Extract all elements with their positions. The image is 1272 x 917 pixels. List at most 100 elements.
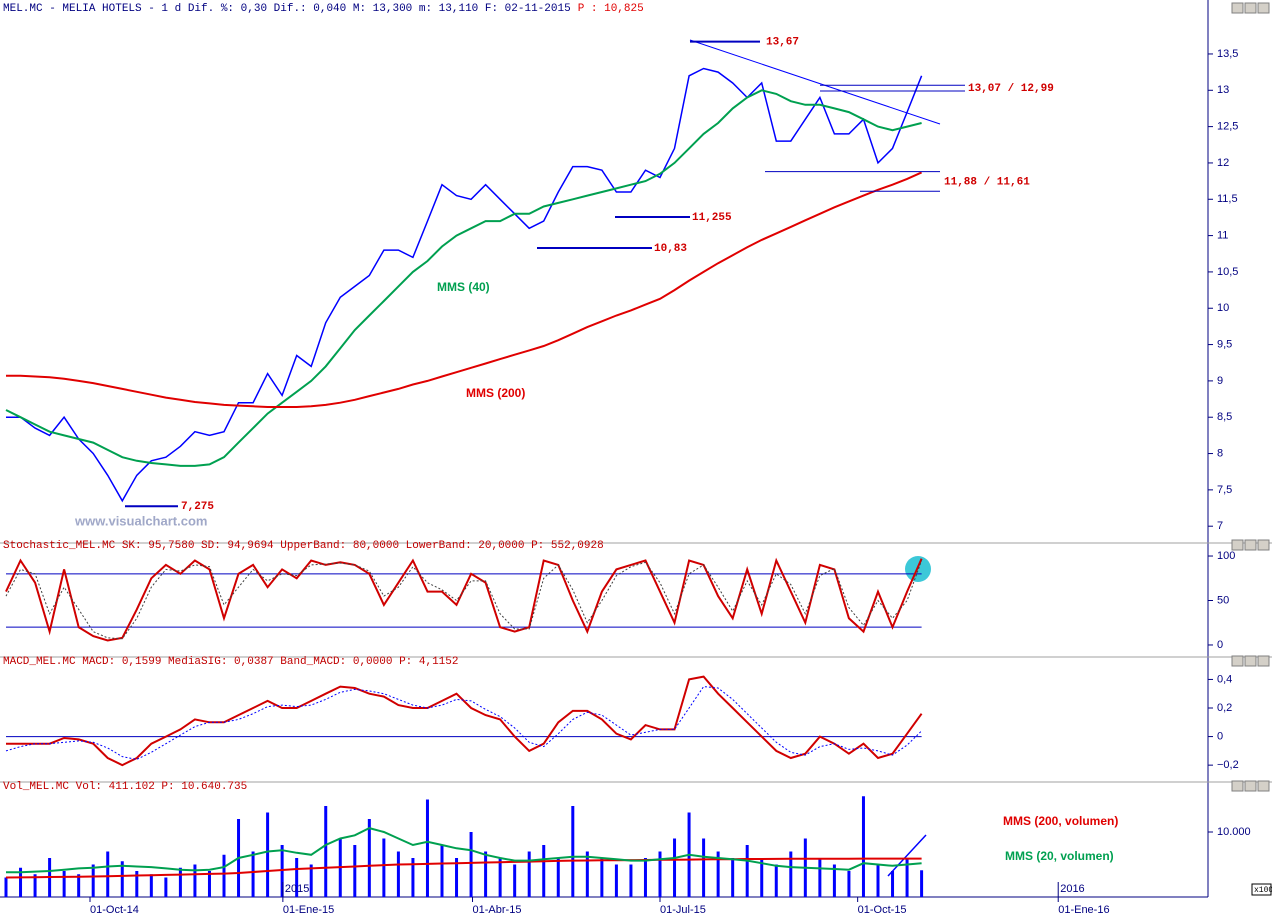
- volume-bar: [789, 851, 793, 897]
- volume-bar: [731, 858, 735, 897]
- volume-bar: [716, 851, 720, 897]
- y-tick-label: 11: [1217, 229, 1228, 241]
- volume-bar: [861, 796, 865, 897]
- volume-bar: [164, 877, 168, 897]
- y-tick-label: 10,5: [1217, 266, 1238, 278]
- volume-bar: [193, 864, 197, 897]
- volume-bar: [19, 867, 23, 897]
- y-tick-label: 0,4: [1217, 673, 1232, 685]
- window-button[interactable]: [1231, 2, 1244, 14]
- volume-bar: [324, 806, 328, 897]
- x-tick-label: 01-Ene-16: [1058, 904, 1109, 916]
- volume-bar: [629, 864, 633, 897]
- price-line: [6, 67, 923, 503]
- y-tick-label: 13,5: [1217, 48, 1238, 60]
- series-label: MMS (200): [466, 386, 525, 400]
- window-button[interactable]: [1231, 539, 1244, 551]
- volume-bar: [643, 858, 647, 897]
- volume-bar: [600, 858, 604, 897]
- y-tick-label: 10.000: [1217, 826, 1251, 838]
- volume-bar: [658, 851, 662, 897]
- window-button[interactable]: [1244, 539, 1257, 551]
- volume-bar: [469, 832, 473, 897]
- volume-bar: [891, 871, 895, 897]
- volume-bar: [920, 870, 924, 897]
- volume-bar: [4, 877, 8, 897]
- x-tick-label: 01-Oct-15: [858, 904, 907, 916]
- volume-bar: [222, 854, 226, 897]
- y-tick-label: 0: [1217, 639, 1223, 651]
- panel-header: MACD_MEL.MC MACD: 0,1599 MediaSIG: 0,038…: [3, 656, 458, 668]
- volume-bar: [455, 858, 459, 897]
- volume-bar: [556, 858, 560, 897]
- level-label: 7,275: [181, 501, 214, 513]
- series-label: MMS (20, volumen): [1005, 849, 1114, 863]
- series-label: MMS (200, volumen): [1003, 814, 1118, 828]
- y-tick-label: 100: [1217, 550, 1235, 562]
- x-tick-label: 01-Oct-14: [90, 904, 139, 916]
- indicator-line: [5, 557, 923, 642]
- level-label: 13,07 / 12,99: [968, 83, 1054, 95]
- y-tick-label: 8: [1217, 447, 1223, 459]
- panel-header-p: P : 10,825: [578, 3, 644, 15]
- y-tick-label: 9,5: [1217, 338, 1232, 350]
- volume-bar: [702, 838, 706, 897]
- window-button[interactable]: [1231, 655, 1244, 667]
- volume-bar: [527, 851, 531, 897]
- volume-bar: [309, 864, 313, 897]
- window-button[interactable]: [1244, 655, 1257, 667]
- volume-bar: [295, 858, 299, 897]
- series-label: MMS (40): [437, 280, 490, 294]
- window-button[interactable]: [1257, 539, 1270, 551]
- volume-bar: [91, 864, 95, 897]
- volume-bar: [745, 845, 749, 897]
- y-tick-label: 13: [1217, 84, 1229, 96]
- volume-bar: [135, 871, 139, 897]
- window-button[interactable]: [1231, 780, 1244, 792]
- volume-bar: [876, 864, 880, 897]
- y-tick-label: 10: [1217, 302, 1229, 314]
- year-label: 2016: [1060, 883, 1084, 895]
- volume-bar: [905, 858, 909, 897]
- y-tick-label: 12,5: [1217, 121, 1238, 133]
- panel-header: Vol_MEL.MC Vol: 411.102 P: 10.640.735: [3, 781, 247, 793]
- volume-bar: [760, 858, 764, 897]
- volume-bar: [207, 871, 211, 897]
- volume-bar: [484, 851, 488, 897]
- indicator-line: [6, 827, 922, 874]
- volume-bar: [513, 864, 517, 897]
- volume-bar: [542, 845, 546, 897]
- indicator-line: [5, 89, 922, 467]
- y-tick-label: 0: [1217, 730, 1223, 742]
- window-button[interactable]: [1257, 780, 1270, 792]
- y-tick-label: −0,2: [1217, 759, 1239, 771]
- volume-bar: [33, 874, 37, 897]
- volume-bar: [614, 864, 618, 897]
- window-button[interactable]: [1244, 2, 1257, 14]
- window-button[interactable]: [1257, 655, 1270, 667]
- y-tick-label: 8,5: [1217, 411, 1232, 423]
- volume-bar: [818, 858, 822, 897]
- level-label: 10,83: [654, 243, 687, 255]
- volume-bar: [847, 871, 851, 897]
- indicator-line: [6, 171, 923, 408]
- window-button[interactable]: [1257, 2, 1270, 14]
- unit-note: x100: [1254, 886, 1272, 895]
- volume-bar: [498, 858, 502, 897]
- watermark: www.visualchart.com: [74, 513, 207, 528]
- indicator-line: [5, 560, 923, 640]
- volume-bar: [411, 858, 415, 897]
- volume-trend-line: [887, 834, 927, 877]
- y-tick-label: 7,5: [1217, 484, 1232, 496]
- volume-bar: [382, 838, 386, 897]
- panel-header: Stochastic_MEL.MC SK: 95,7580 SD: 94,969…: [3, 540, 604, 552]
- volume-bar: [266, 812, 270, 897]
- indicator-line: [5, 857, 922, 879]
- window-button[interactable]: [1244, 780, 1257, 792]
- level-label: 11,255: [692, 212, 732, 224]
- volume-bar: [251, 851, 255, 897]
- volume-bar: [120, 861, 124, 897]
- unit-box: [1251, 883, 1272, 896]
- volume-bar: [440, 845, 444, 897]
